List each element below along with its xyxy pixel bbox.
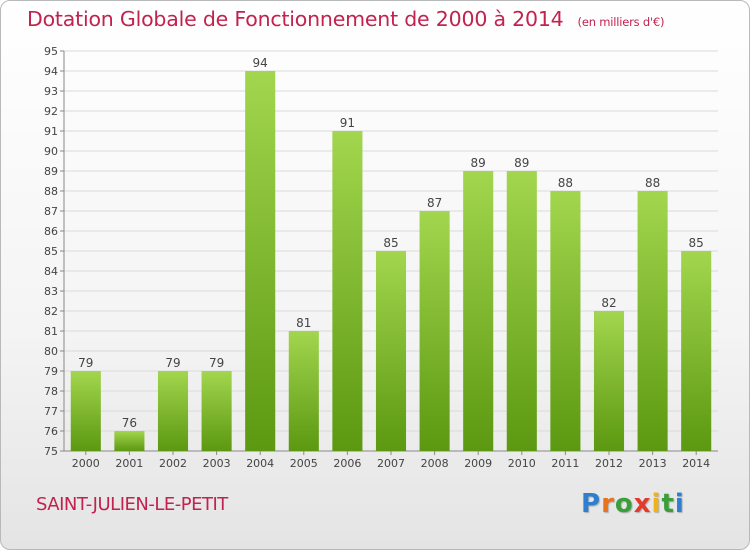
x-tick-label: 2004 <box>246 457 274 470</box>
data-label-2008: 87 <box>427 196 442 210</box>
data-label-2004: 94 <box>253 56 268 70</box>
chart-title-text: Dotation Globale de Fonctionnement de 20… <box>27 7 564 31</box>
bar-2001 <box>114 431 145 451</box>
bar-2014 <box>681 251 712 451</box>
y-tick-label: 85 <box>44 245 58 258</box>
bar-2009 <box>463 171 494 451</box>
y-tick-label: 88 <box>44 185 58 198</box>
bar-2011 <box>550 191 581 451</box>
x-tick-label: 2006 <box>333 457 361 470</box>
bar-2003 <box>201 371 232 451</box>
logo-letter-i: i <box>651 489 662 519</box>
y-tick-label: 90 <box>44 145 58 158</box>
y-tick-label: 76 <box>44 425 58 438</box>
data-label-2002: 79 <box>165 356 180 370</box>
y-tick-label: 84 <box>44 265 58 278</box>
bar-2000 <box>70 371 101 451</box>
logo-letter-o: o <box>614 489 634 519</box>
y-tick-label: 81 <box>44 325 58 338</box>
x-tick-label: 2000 <box>72 457 100 470</box>
y-tick-label: 87 <box>44 205 58 218</box>
data-label-2010: 89 <box>514 156 529 170</box>
y-tick-label: 89 <box>44 165 58 178</box>
y-tick-label: 75 <box>44 445 58 458</box>
x-tick-label: 2009 <box>464 457 492 470</box>
bar-2012 <box>593 311 625 451</box>
logo-letter-p: P <box>581 489 602 519</box>
bar-2005 <box>288 331 319 451</box>
data-label-2003: 79 <box>209 356 224 370</box>
data-label-2006: 91 <box>340 116 355 130</box>
logo-letter-r: r <box>601 489 615 519</box>
data-label-2013: 88 <box>645 176 660 190</box>
y-tick-label: 92 <box>44 105 58 118</box>
bars <box>70 71 712 451</box>
data-label-2012: 82 <box>601 296 616 310</box>
proxiti-logo[interactable]: Proxiti <box>581 489 685 519</box>
y-tick-label: 80 <box>44 345 58 358</box>
y-tick-label: 82 <box>44 305 58 318</box>
y-tick-label: 83 <box>44 285 58 298</box>
x-tick-label: 2007 <box>377 457 405 470</box>
x-tick-label: 2002 <box>159 457 187 470</box>
data-label-2014: 85 <box>689 236 704 250</box>
y-tick-label: 78 <box>44 385 58 398</box>
x-tick-label: 2013 <box>639 457 667 470</box>
data-label-2009: 89 <box>471 156 486 170</box>
commune-name: SAINT-JULIEN-LE-PETIT <box>36 494 228 515</box>
y-tick-label: 93 <box>44 85 58 98</box>
x-tick-label: 2003 <box>203 457 231 470</box>
x-tick-label: 2011 <box>551 457 579 470</box>
y-tick-label: 79 <box>44 365 58 378</box>
bar-2006 <box>332 131 363 451</box>
chart-subtitle: (en milliers d'€) <box>577 15 665 29</box>
logo-letter-x: x <box>633 489 652 519</box>
logo-letter-t: t <box>661 489 675 519</box>
data-label-2001: 76 <box>122 416 137 430</box>
x-tick-label: 2014 <box>682 457 710 470</box>
x-tick-label: 2005 <box>290 457 318 470</box>
bar-2008 <box>419 211 450 451</box>
data-label-2011: 88 <box>558 176 573 190</box>
bar-2004 <box>245 71 276 451</box>
x-tick-label: 2001 <box>115 457 143 470</box>
y-tick-label: 91 <box>44 125 58 138</box>
x-tick-label: 2008 <box>421 457 449 470</box>
y-tick-label: 95 <box>44 45 58 58</box>
bar-2002 <box>157 371 189 451</box>
y-tick-label: 77 <box>44 405 58 418</box>
x-tick-label: 2012 <box>595 457 623 470</box>
chart-title: Dotation Globale de Fonctionnement de 20… <box>27 7 665 31</box>
data-label-2000: 79 <box>78 356 93 370</box>
bar-2010 <box>506 171 537 451</box>
bar-2013 <box>637 191 668 451</box>
data-labels: 79 76 79 79 94 81 91 85 87 89 89 88 82 88 85 <box>78 56 704 430</box>
y-tick-label: 86 <box>44 225 58 238</box>
data-label-2007: 85 <box>383 236 398 250</box>
x-tick-label: 2010 <box>508 457 536 470</box>
logo-letter-i2: i <box>674 489 685 519</box>
data-label-2005: 81 <box>296 316 311 330</box>
bar-2007 <box>375 251 407 451</box>
y-tick-label: 94 <box>44 65 58 78</box>
